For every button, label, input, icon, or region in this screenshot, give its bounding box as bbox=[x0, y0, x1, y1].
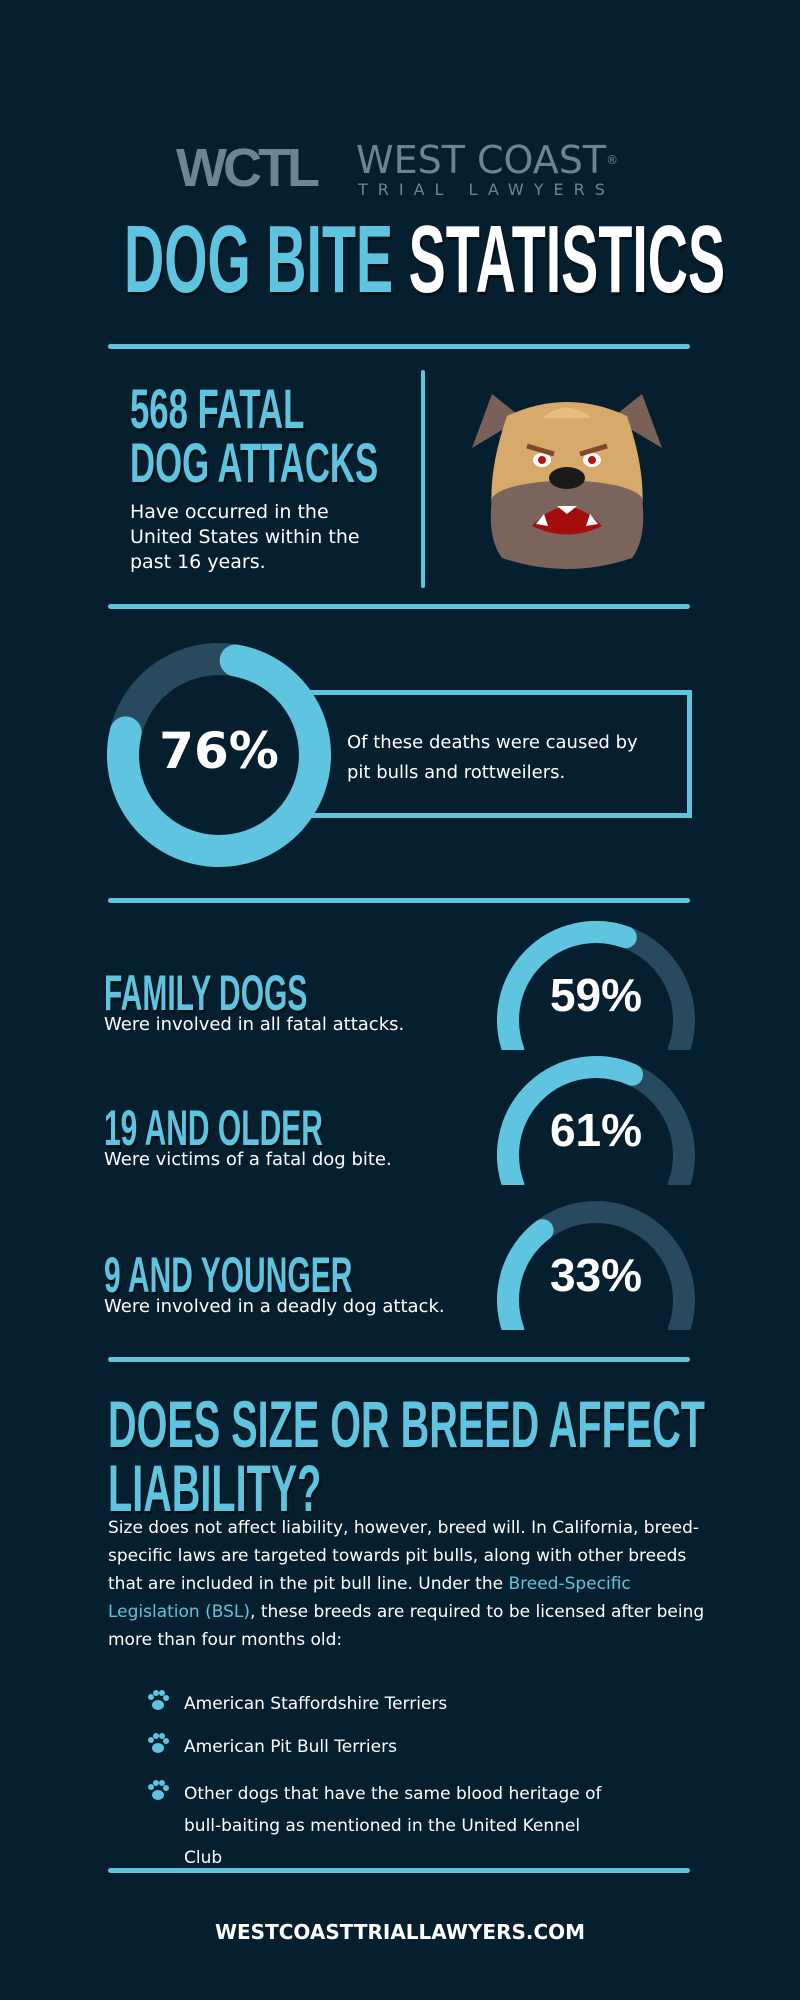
registered-mark: ® bbox=[606, 153, 619, 167]
logo: WCTL WEST COAST® TRIAL LAWYERS bbox=[176, 140, 636, 200]
stat-heading: 9 AND YOUNGER bbox=[104, 1247, 353, 1303]
list-item-text: Other dogs that have the same blood heri… bbox=[184, 1784, 602, 1868]
fatal-body: Have occurred in the United States withi… bbox=[130, 501, 360, 573]
page-title: DOG BITE STATISTICS bbox=[124, 210, 800, 310]
gauge-fill bbox=[497, 921, 637, 1050]
bsl-link[interactable]: Breed-Specific Legislation (BSL) bbox=[108, 1574, 631, 1622]
liability-paragraph: Size does not affect liability, however,… bbox=[108, 1514, 708, 1654]
divider bbox=[108, 898, 690, 903]
liability-heading: DOES SIZE OR BREED AFFECT LIABILITY? bbox=[108, 1387, 705, 1525]
logo-name-line2: TRIAL LAWYERS bbox=[358, 180, 615, 199]
stat-label: 33% bbox=[549, 1249, 643, 1301]
donut-chart bbox=[107, 643, 331, 867]
title-part1: DOG BITE bbox=[124, 206, 394, 313]
stat-text: Were involved in a deadly dog attack. bbox=[104, 1296, 445, 1317]
paw-icon bbox=[145, 1731, 171, 1761]
stat-label: 61% bbox=[549, 1104, 643, 1156]
stat-heading: 19 AND OLDER bbox=[104, 1100, 323, 1156]
title-part2: STATISTICS bbox=[408, 206, 726, 313]
stat-text: Were victims of a fatal dog bite. bbox=[104, 1149, 392, 1170]
paw-icon bbox=[145, 1688, 171, 1718]
vertical-divider bbox=[421, 370, 425, 588]
donut-text: Of these deaths were caused by pit bulls… bbox=[347, 732, 638, 783]
paragraph-text: Size does not affect liability, however,… bbox=[108, 1518, 700, 1594]
donut-label: 76% bbox=[159, 722, 279, 780]
divider bbox=[108, 604, 690, 609]
liability-heading-line1: DOES SIZE OR BREED AFFECT bbox=[108, 1387, 705, 1461]
logo-mark: WCTL bbox=[176, 138, 320, 198]
divider bbox=[108, 1868, 690, 1873]
gauge-fill bbox=[497, 1219, 554, 1330]
stat-text: Were involved in all fatal attacks. bbox=[104, 1014, 405, 1035]
gauge-fill bbox=[497, 1056, 644, 1185]
paw-icon bbox=[145, 1778, 171, 1808]
angry-bulldog-icon bbox=[472, 394, 662, 569]
fatal-heading-line1: 568 FATAL bbox=[130, 377, 305, 440]
logo-name-line1: WEST COAST® bbox=[356, 140, 618, 180]
stat-gauge bbox=[497, 1056, 695, 1185]
stat-gauge bbox=[497, 921, 695, 1050]
stat-gauge bbox=[497, 1201, 695, 1330]
stat-label: 59% bbox=[549, 969, 643, 1021]
paragraph-text: , these breeds are required to be licens… bbox=[108, 1602, 705, 1650]
fatal-heading: 568 FATAL DOG ATTACKS bbox=[130, 377, 379, 494]
list-item-text: American Staffordshire Terriers bbox=[184, 1694, 448, 1714]
footer-website[interactable]: WESTCOASTTRIALLAWYERS.COM bbox=[214, 1920, 586, 1944]
list-item-text: American Pit Bull Terriers bbox=[184, 1737, 397, 1757]
liability-heading-line2: LIABILITY? bbox=[108, 1451, 322, 1525]
donut-fill bbox=[107, 644, 331, 867]
logo-name-text: WEST COAST bbox=[356, 138, 607, 182]
fatal-heading-line2: DOG ATTACKS bbox=[130, 431, 379, 494]
divider bbox=[108, 1357, 690, 1362]
stat-heading: FAMILY DOGS bbox=[104, 965, 308, 1021]
divider bbox=[108, 344, 690, 349]
